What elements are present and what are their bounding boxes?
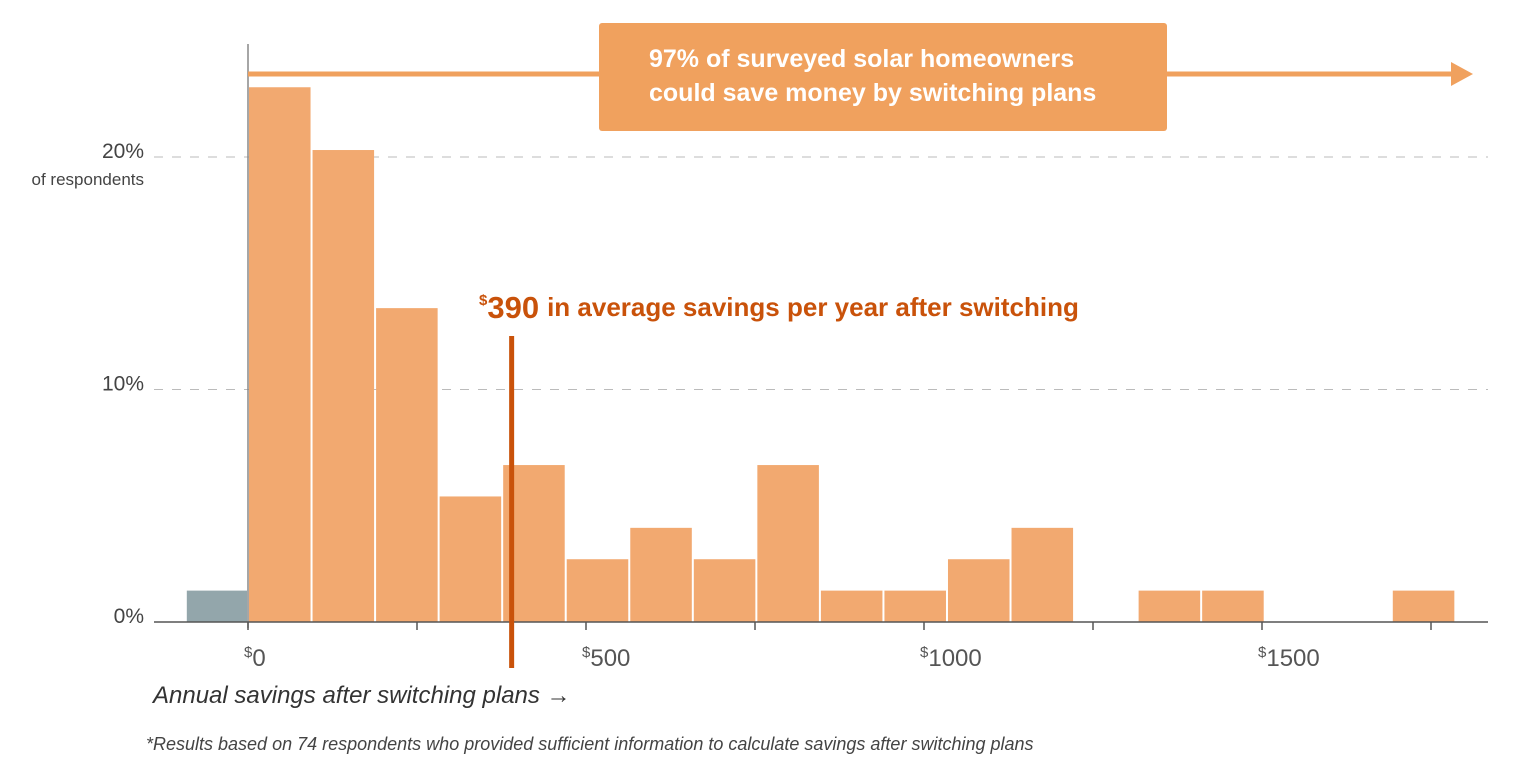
footnote: *Results based on 74 respondents who pro… [146,734,1034,754]
histogram-bars [186,87,1455,622]
x-tick-label: $1000 [920,644,982,672]
histogram-bar [947,559,1010,622]
y-axis-ticks: 0% 10% 20% [102,140,144,628]
average-savings-annotation: $390 in average savings per year after sw… [479,290,1079,326]
average-value: 390 [487,290,540,325]
histogram-bar [376,308,438,622]
x-axis-ticks: $0 $500 $1000 $1500 [244,622,1432,672]
histogram-bar [1392,590,1455,622]
histogram-bar [693,559,756,622]
y-tick-label: 20% [102,140,144,163]
histogram-bar [820,590,883,622]
average-currency-symbol: $ [479,292,488,309]
histogram-bar [249,87,311,622]
x-axis-label: Annual savings after switching plans → [153,682,571,709]
histogram-bar [1011,527,1074,622]
y-tick-label: 0% [114,605,144,628]
histogram-bar [186,590,247,622]
histogram-bar [312,150,375,622]
histogram-bar [1138,590,1201,622]
x-tick-label: $0 [244,644,266,672]
x-tick-label: $1500 [1258,644,1320,672]
x-tick-label: $500 [582,644,630,672]
savings-arrow-head [1451,62,1473,86]
callout-line-1: 97% of surveyed solar homeowners [649,45,1075,73]
callout-line-2: could save money by switching plans [649,79,1097,107]
average-label: in average savings per year after switch… [547,292,1079,322]
histogram-bar [1202,590,1264,622]
histogram-bar [630,527,692,622]
y-unit-label: of respondents [32,170,144,189]
histogram-bar [884,590,946,622]
histogram-bar [439,496,502,622]
y-tick-label: 10% [102,373,144,396]
histogram-bar [566,559,629,622]
callout-box: 97% of surveyed solar homeowners could s… [599,23,1167,131]
histogram-bar [757,465,819,622]
